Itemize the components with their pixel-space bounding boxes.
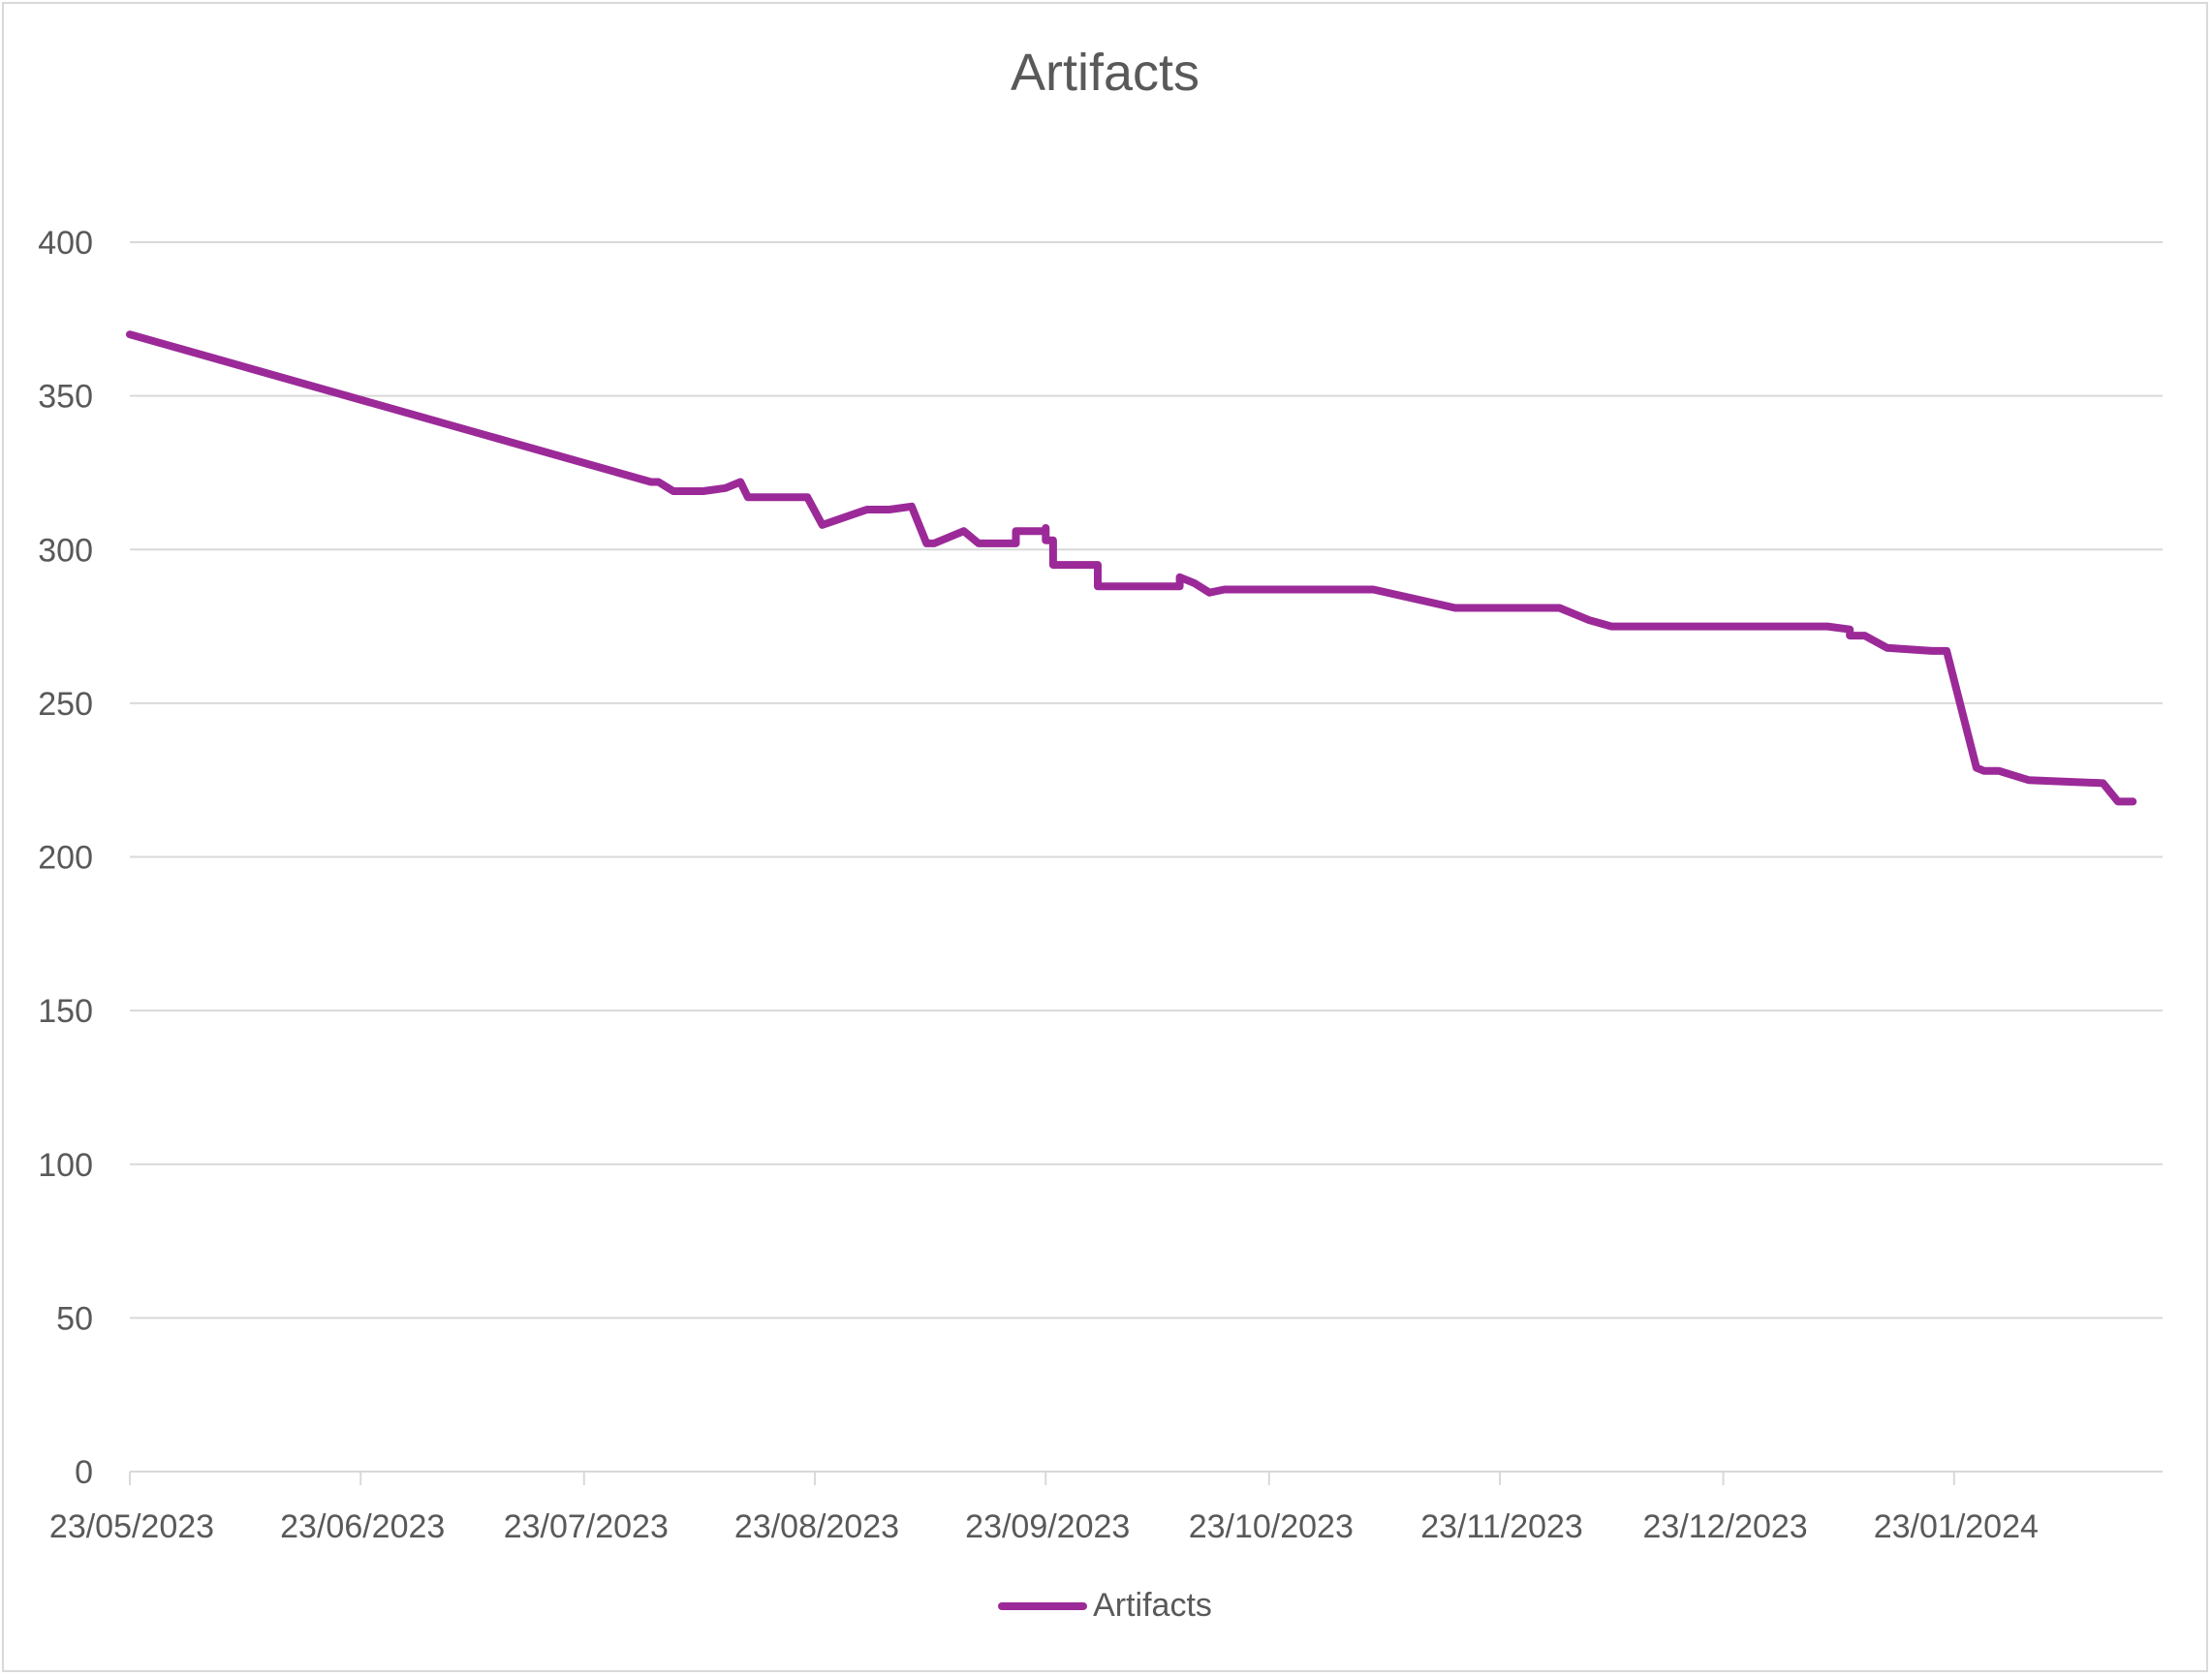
y-tick-label: 100 [38,1147,93,1184]
y-tick-label: 50 [56,1300,93,1337]
legend-label: Artifacts [1093,1587,1212,1624]
line-chart: 0 50 100 150 200 250 300 350 400 23/05/2023 23/06/… [38,225,2163,1545]
legend: Artifacts [4,1587,2206,1625]
y-tick-label: 150 [38,993,93,1030]
x-tick-label: 23/09/2023 [965,1508,1130,1545]
series-line-artifacts [126,330,2137,806]
x-tick-label: 23/10/2023 [1189,1508,1354,1545]
x-tick-label: 23/06/2023 [280,1508,445,1545]
x-tick-label: 23/07/2023 [504,1508,669,1545]
x-tick-label: 23/05/2023 [49,1508,214,1545]
y-tick-label: 200 [38,840,93,877]
y-tick-label: 300 [38,532,93,569]
y-tick-label: 0 [75,1454,93,1491]
x-tick-label: 23/12/2023 [1643,1508,1808,1545]
legend-swatch [998,1601,1088,1610]
x-tick-label: 23/11/2023 [1420,1508,1583,1545]
y-tick-label: 350 [38,379,93,416]
x-tick-label: 23/08/2023 [734,1508,899,1545]
x-tick-label: 23/01/2024 [1874,1508,2039,1545]
y-tick-label: 400 [38,225,93,262]
y-tick-label: 250 [38,686,93,723]
chart-title: Artifacts [1010,44,1200,102]
